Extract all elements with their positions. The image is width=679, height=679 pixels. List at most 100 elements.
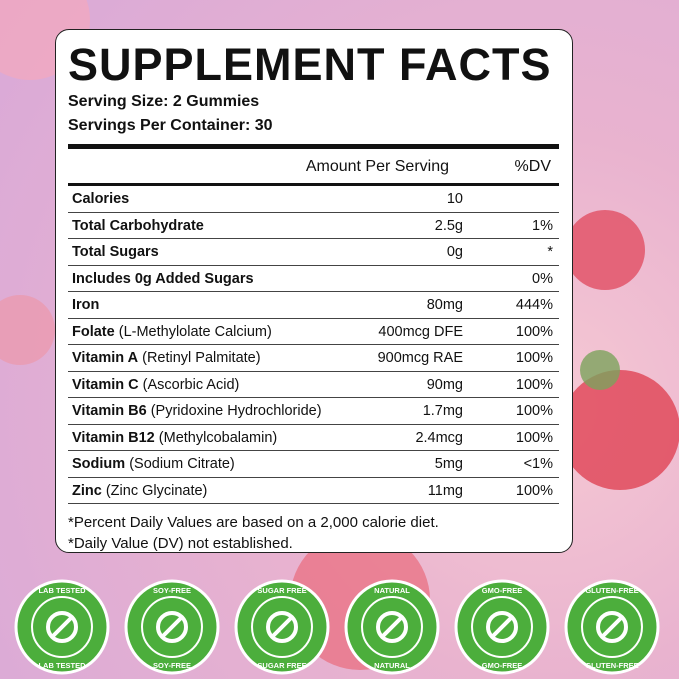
nutrient: Total Carbohydrate (72, 217, 204, 234)
badge: LAB TESTED LAB TESTED (14, 579, 110, 675)
header-cell: Amount Per Serving (305, 158, 449, 175)
title: SUPPLEMENT FACTS (68, 39, 552, 90)
nutrient-name: Vitamin C (Ascorbic Acid) (72, 377, 239, 393)
daily-value: 1% (532, 217, 553, 234)
badge-icon-slash (380, 615, 404, 639)
nutrient-name: Total Carbohydrate (72, 218, 204, 234)
footnote: *Percent Daily Values are based on a 2,0… (68, 514, 439, 531)
badge-bottom: LAB TESTED (38, 661, 86, 670)
nutrient-detail: (Retinyl Palmitate) (142, 350, 261, 366)
badge-bottom: SOY-FREE (153, 661, 191, 670)
daily-value: 100% (515, 482, 553, 499)
table-row: Total Carbohydrate 2.5g 1% (68, 213, 559, 239)
nutrient-detail: (L-Methylolate Calcium) (118, 323, 272, 340)
badge-ring (361, 596, 423, 658)
header-cell: %DV (514, 158, 551, 175)
table-body: Calories 10 Total Carbohydrate 2.5g 1% Total … (68, 186, 559, 504)
amount: 2.5g (434, 217, 463, 234)
amount: 5mg (434, 456, 463, 472)
daily-value: 100% (515, 323, 553, 340)
nutrient-name: Sodium (Sodium Citrate) (72, 456, 235, 472)
footnotes: *Percent Daily Values are based on a 2,0… (68, 512, 559, 554)
daily-value: * (547, 244, 553, 260)
badge-top: GMO-FREE (482, 586, 522, 595)
nutrient-name: Folate (L-Methylolate Calcium) (72, 324, 272, 340)
nutrient: Vitamin A (72, 350, 139, 366)
nutrient-detail: (Ascorbic Acid) (142, 376, 240, 393)
badge-icon-slash (490, 615, 514, 639)
table-row: Vitamin A (Retinyl Palmitate) 900mcg RAE 1… (68, 345, 559, 372)
nutrient-detail: (Sodium Citrate) (129, 456, 235, 472)
amount: 10 (446, 191, 463, 207)
badge-icon (486, 611, 518, 643)
nutrient: Total Sugars (72, 244, 159, 260)
badge-ring (581, 596, 643, 658)
table-row: Iron 80mg 444% (68, 292, 559, 319)
amount: 2.4mcg (415, 429, 463, 446)
nutrient: Sodium (72, 456, 126, 472)
amount: 11mg (427, 482, 463, 499)
table-row: Vitamin C (Ascorbic Acid) 90mg 100% (68, 372, 559, 398)
amount: 90mg (426, 376, 463, 393)
daily-value: 100% (515, 350, 553, 366)
daily-value: 100% (515, 429, 553, 446)
nutrient: Vitamin B12 (72, 429, 155, 446)
nutrient-name: Vitamin B12 (Methylcobalamin) (72, 430, 277, 446)
nutrient-name: Zinc (Zinc Glycinate) (72, 483, 207, 499)
badge-icon-slash (160, 615, 184, 639)
badge: GLUTEN-FREE GLUTEN-FREE (564, 579, 660, 675)
badge-bottom: NATURAL (374, 661, 410, 670)
nutrient-name: Iron (72, 297, 99, 313)
table-row: Zinc (Zinc Glycinate) 11mg 100% (68, 478, 559, 504)
daily-value: <1% (523, 456, 553, 472)
badge-top: SOY-FREE (153, 586, 191, 595)
badges: LAB TESTED LAB TESTED SOY-FREE SOY-FREE SUGA… (14, 579, 660, 675)
table-row: Total Sugars 0g * (68, 239, 559, 266)
badge: NATURAL NATURAL (344, 579, 440, 675)
table-row: Calories 10 (68, 186, 559, 213)
table-row: Vitamin B12 (Methylcobalamin) 2.4mcg 100% (68, 425, 559, 451)
nutrient: Vitamin C (72, 376, 139, 393)
badge-icon (596, 611, 628, 643)
badge: SUGAR FREE SUGAR FREE (234, 579, 330, 675)
nutrient-detail: (Pyridoxine Hydrochloride) (150, 403, 322, 419)
nutrient-name: Calories (72, 191, 129, 207)
badge-icon (156, 611, 188, 643)
nutrient: Vitamin B6 (72, 403, 147, 419)
amount: 1.7mg (422, 403, 463, 419)
table-header: Amount Per Serving %DV (68, 144, 559, 186)
badge-bottom: GLUTEN-FREE (585, 661, 638, 670)
badge-top: GLUTEN-FREE (585, 586, 638, 595)
badge-ring (251, 596, 313, 658)
badge-top: LAB TESTED (38, 586, 86, 595)
badge-icon-slash (600, 615, 624, 639)
amount: 900mcg RAE (377, 350, 463, 366)
badge-top: SUGAR FREE (257, 586, 306, 595)
nutrient: Zinc (72, 482, 102, 499)
badge-ring (471, 596, 533, 658)
daily-value: 100% (515, 376, 553, 393)
badge-icon (46, 611, 78, 643)
serving-size: Serving Size: 2 Gummies (68, 93, 260, 110)
facts-panel: SUPPLEMENT FACTS Serving Size: 2 Gummies… (55, 29, 573, 553)
nutrient-detail: (Zinc Glycinate) (105, 482, 208, 499)
daily-value: 0% (532, 270, 553, 287)
amount: 400mcg DFE (378, 323, 463, 340)
table-row: Vitamin B6 (Pyridoxine Hydrochloride) 1.7… (68, 398, 559, 425)
servings-per-container: Servings Per Container: 30 (68, 117, 273, 134)
daily-value: 444% (515, 297, 553, 313)
badge-icon-slash (270, 615, 294, 639)
daily-value: 100% (515, 403, 553, 419)
badge-bottom: SUGAR FREE (257, 661, 306, 670)
amount: 0g (446, 244, 463, 260)
nutrient-name: Vitamin A (Retinyl Palmitate) (72, 350, 261, 366)
nutrient-name: Total Sugars (72, 244, 159, 260)
table-row: Sodium (Sodium Citrate) 5mg <1% (68, 451, 559, 478)
badge-ring (31, 596, 93, 658)
nutrient-detail: (Methylcobalamin) (158, 429, 278, 446)
nutrient: Folate (72, 323, 115, 340)
badge: SOY-FREE SOY-FREE (124, 579, 220, 675)
table-row: Folate (L-Methylolate Calcium) 400mcg DFE… (68, 319, 559, 345)
nutrient-name: Includes 0g Added Sugars (72, 271, 254, 287)
